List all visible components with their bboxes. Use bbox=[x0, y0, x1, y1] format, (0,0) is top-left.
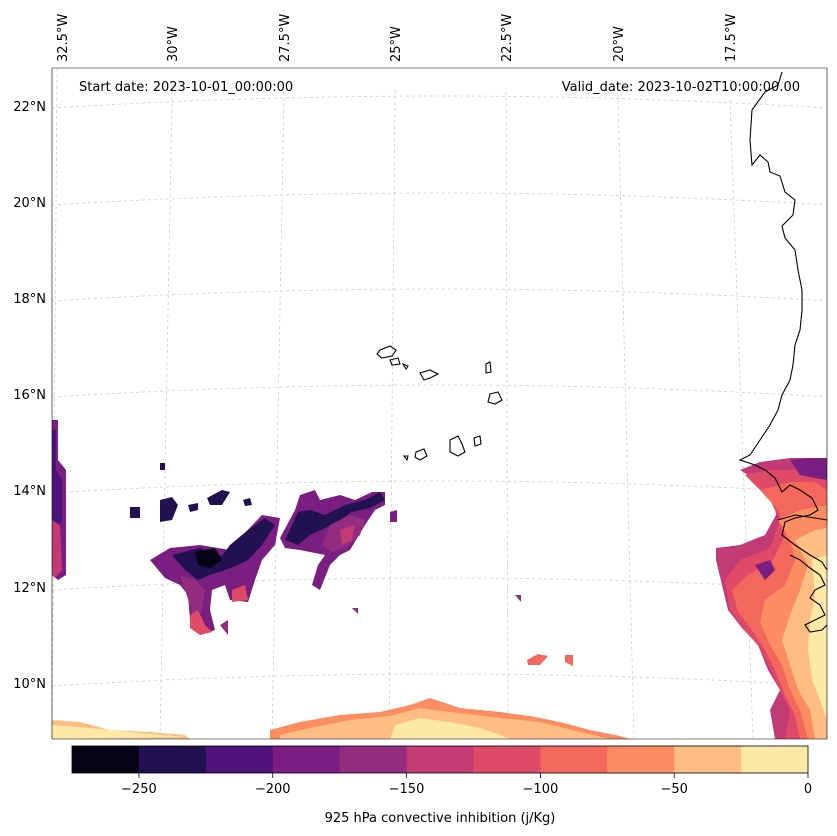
cin-spot-i bbox=[515, 595, 521, 602]
colorbar-bin bbox=[205, 746, 274, 773]
lon-tick-label: 22.5°W bbox=[500, 14, 515, 62]
cin-cluster-central-pink bbox=[340, 525, 355, 545]
coast-island-2 bbox=[389, 357, 401, 366]
cin-east-purple bbox=[790, 458, 827, 480]
colorbar-bin bbox=[406, 746, 474, 773]
cin-cluster-west-spot bbox=[220, 620, 228, 635]
cin-patch-west-edge-pink bbox=[52, 520, 62, 578]
valid-date-label: Valid_date: 2023-10-02T10:00:00.00 bbox=[562, 80, 800, 95]
lon-tick-label: 32.5°W bbox=[56, 14, 71, 62]
colorbar-bin bbox=[72, 746, 140, 773]
cin-spot-c bbox=[160, 497, 178, 522]
lat-tick-label: 18°N bbox=[13, 292, 46, 307]
lat-tick-label: 10°N bbox=[13, 677, 46, 692]
lon-tick-labels: 32.5°W 30°W 27.5°W 25°W 22.5°W 20°W 17.5… bbox=[56, 14, 739, 62]
colorbar-bin bbox=[607, 746, 675, 773]
cin-patch-west-edge-inner bbox=[52, 430, 62, 540]
colorbar-tick-labels: −250 −200 −150 −100 −50 0 bbox=[121, 782, 812, 797]
map-axes bbox=[51, 67, 828, 740]
lon-tick-label: 25°W bbox=[389, 26, 404, 62]
cin-spot-e bbox=[207, 490, 230, 505]
cin-spot-d bbox=[188, 503, 198, 512]
colorbar-tick-label: 0 bbox=[804, 782, 812, 797]
cin-spot-g bbox=[390, 510, 397, 522]
cin-band-south-inner bbox=[52, 725, 185, 739]
coast-island-10 bbox=[402, 455, 409, 462]
colorbar-title: 925 hPa convective inhibition (j/Kg) bbox=[325, 811, 556, 826]
coast-island-1 bbox=[376, 345, 397, 359]
lat-tick-label: 20°N bbox=[13, 196, 46, 211]
map-background bbox=[52, 68, 827, 739]
lat-tick-labels: 22°N 20°N 18°N 16°N 14°N 12°N 10°N bbox=[13, 100, 46, 692]
start-date-label: Start date: 2023-10-01_00:00:00 bbox=[79, 80, 293, 95]
colorbar-bin bbox=[272, 746, 341, 773]
cin-cluster-west-pink bbox=[190, 610, 212, 635]
coast-island-3 bbox=[401, 362, 409, 371]
gridline-lon-25 bbox=[388, 89, 396, 740]
gridline-lat-14 bbox=[51, 480, 828, 494]
coastlines bbox=[376, 71, 828, 633]
colorbar-tick-label: −100 bbox=[523, 782, 559, 797]
cin-spot-f bbox=[243, 498, 252, 506]
colorbar-bin bbox=[674, 746, 742, 773]
colorbar-bin bbox=[138, 746, 207, 773]
colorbar-bins bbox=[72, 746, 809, 773]
colorbar-bin bbox=[473, 746, 541, 773]
lon-tick-label: 30°W bbox=[166, 26, 181, 62]
lon-tick-label: 27.5°W bbox=[278, 14, 293, 62]
cin-cluster-west-pink2 bbox=[232, 585, 248, 602]
coast-island-6 bbox=[487, 391, 503, 405]
coast-island-9 bbox=[414, 448, 428, 461]
coast-island-7 bbox=[449, 435, 466, 457]
colorbar: −250 −200 −150 −100 −50 0 925 hPa convec… bbox=[71, 745, 812, 826]
gridline-lat-12 bbox=[51, 577, 828, 591]
map-frame bbox=[51, 67, 828, 740]
gridline-lon-20 bbox=[617, 94, 635, 740]
lon-tick-label: 20°W bbox=[612, 26, 627, 62]
colorbar-bin bbox=[741, 746, 809, 773]
coast-island-4 bbox=[419, 369, 440, 381]
cin-cluster-west-dark bbox=[172, 518, 275, 580]
gridline-lon-30 bbox=[159, 97, 173, 740]
colorbar-tick-label: −50 bbox=[660, 782, 687, 797]
colorbar-bin bbox=[339, 746, 408, 773]
coast-island-8 bbox=[473, 435, 482, 447]
cin-contours bbox=[52, 420, 827, 739]
cin-spot-h bbox=[352, 608, 358, 614]
cin-spot-b bbox=[130, 507, 140, 518]
cin-spot-orange2 bbox=[565, 655, 573, 666]
gridline-lat-16 bbox=[51, 384, 828, 398]
lat-tick-label: 14°N bbox=[13, 484, 46, 499]
colorbar-tick-label: −150 bbox=[389, 782, 425, 797]
cin-east-purple2 bbox=[755, 560, 775, 580]
gridlines bbox=[51, 67, 828, 740]
gridline-lon-32.5 bbox=[51, 67, 58, 740]
lat-tick-label: 22°N bbox=[13, 100, 46, 115]
cin-band-south-mid-light bbox=[390, 718, 510, 739]
gridline-lat-10 bbox=[51, 673, 828, 687]
colorbar-bin bbox=[540, 746, 608, 773]
coast-island-5 bbox=[485, 361, 492, 374]
gridline-lat-22 bbox=[51, 95, 828, 109]
coast-guinea-bissau bbox=[789, 554, 828, 633]
colorbar-tick-label: −250 bbox=[121, 782, 157, 797]
cin-east-lightest bbox=[808, 555, 827, 720]
colorbar-ticks bbox=[138, 773, 809, 778]
lon-tick-label: 17.5°W bbox=[724, 14, 739, 62]
lat-tick-label: 16°N bbox=[13, 388, 46, 403]
cin-spot-orange bbox=[527, 654, 548, 665]
cin-cluster-central-dark bbox=[285, 492, 385, 545]
coast-gambia bbox=[777, 514, 828, 521]
gridline-lat-20 bbox=[51, 192, 828, 206]
colorbar-tick-label: −200 bbox=[255, 782, 291, 797]
cin-cluster-west-black bbox=[195, 548, 222, 568]
gridline-lon-17.5 bbox=[729, 99, 754, 740]
coast-africa bbox=[738, 71, 828, 571]
lat-tick-label: 12°N bbox=[13, 581, 46, 596]
colorbar-frame bbox=[71, 745, 809, 774]
cin-spot-a bbox=[160, 463, 165, 470]
gridline-lat-18 bbox=[51, 288, 828, 302]
